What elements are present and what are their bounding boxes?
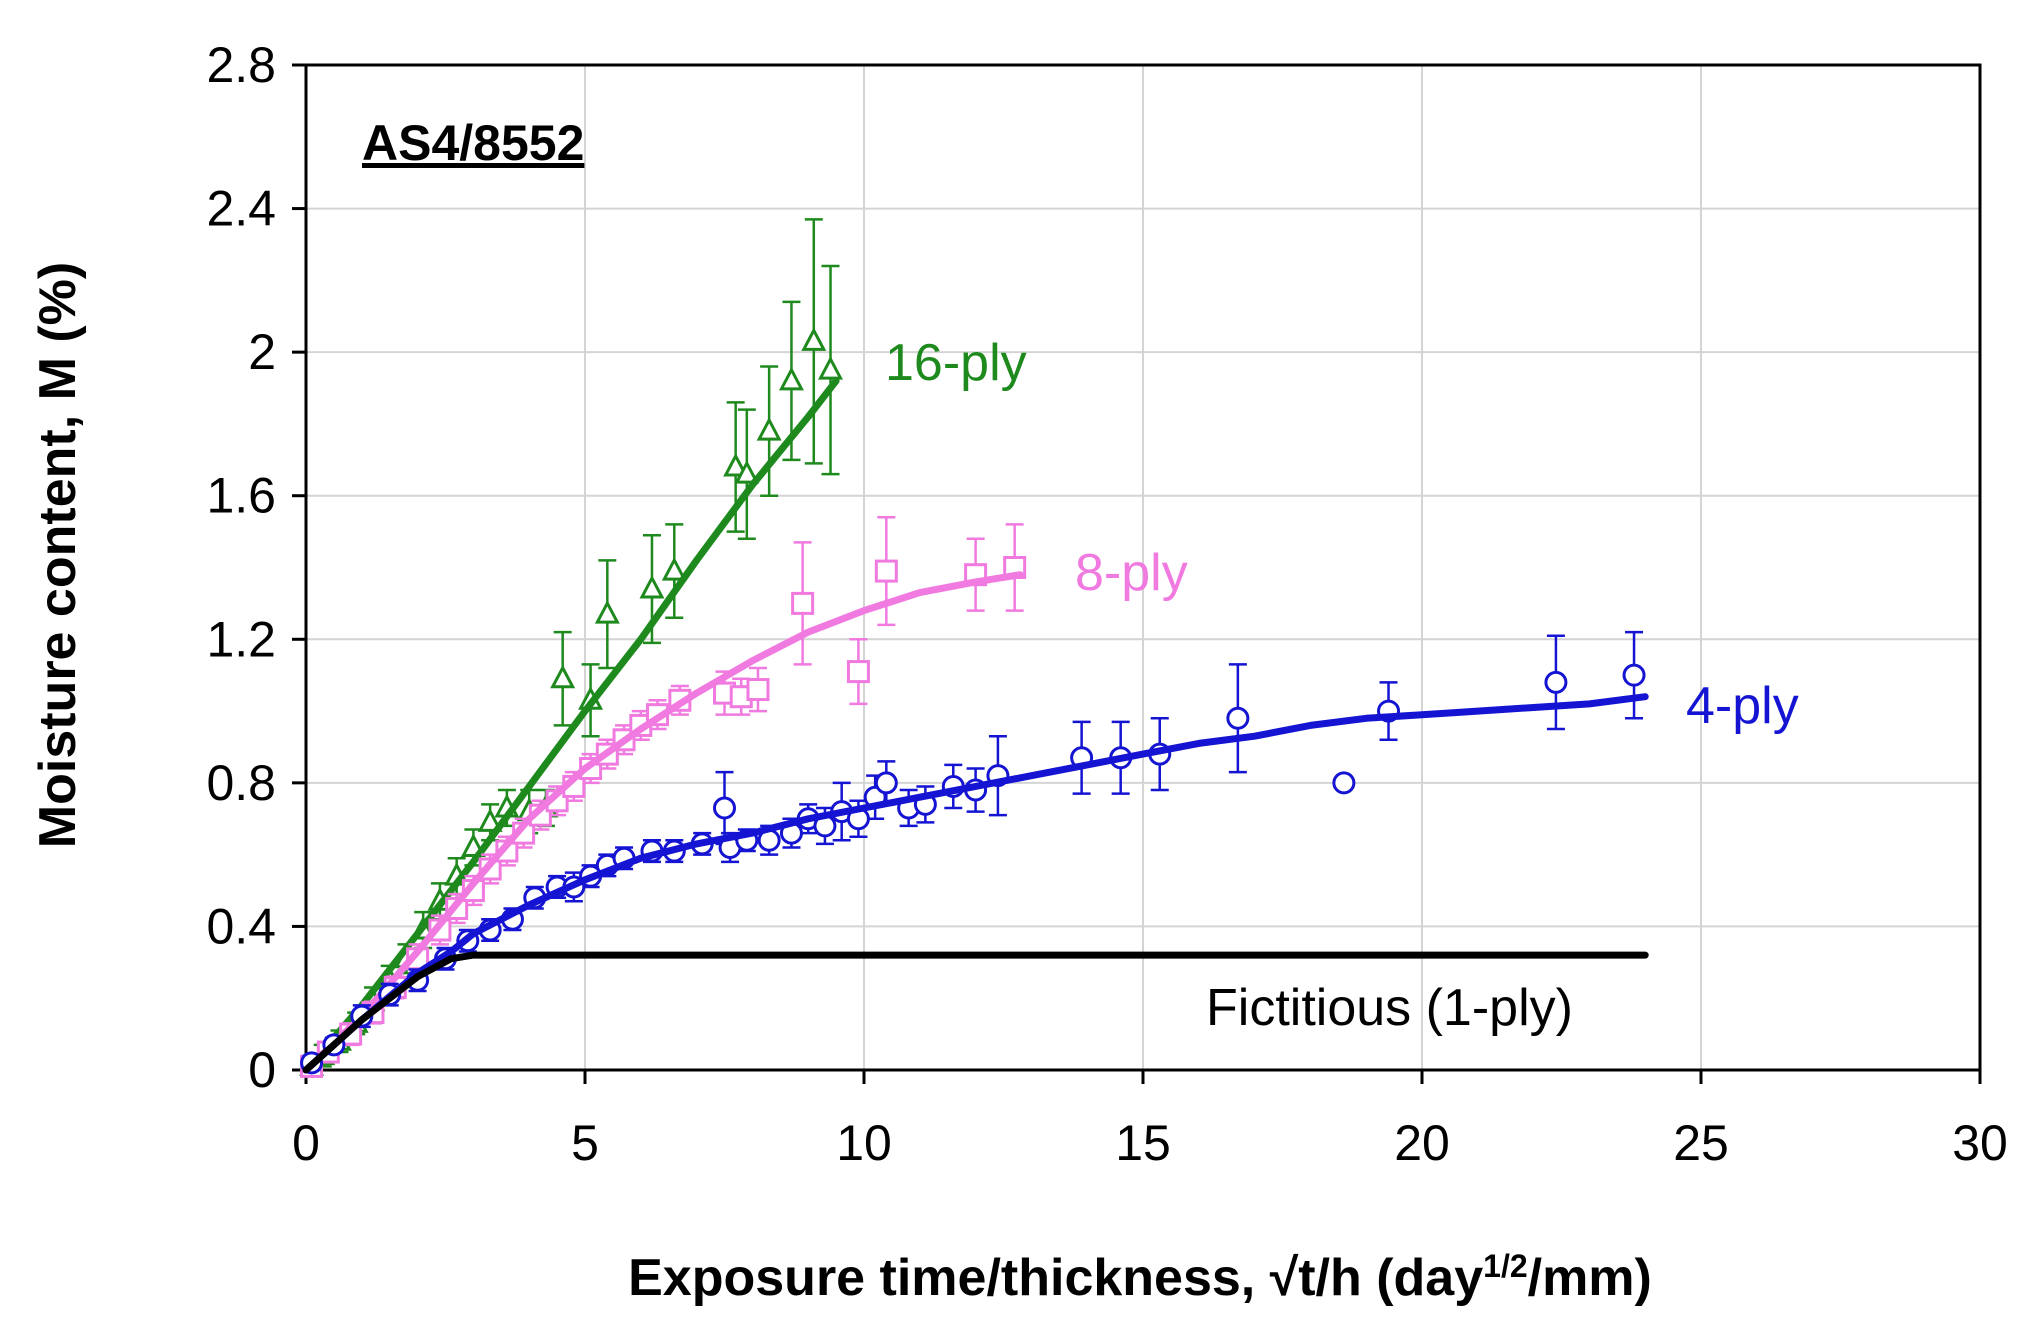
data-point	[801, 327, 827, 351]
data-point	[791, 591, 815, 615]
x-axis-title-unit: /mm)	[1528, 1249, 1652, 1307]
data-point	[1622, 663, 1646, 687]
series-label: 8-ply	[1075, 544, 1188, 602]
x-tick-label: 25	[1673, 1115, 1729, 1171]
fit-curve	[302, 571, 1024, 1074]
data-point	[778, 366, 804, 391]
series-label: 4-ply	[1686, 677, 1799, 735]
data-point	[1332, 771, 1356, 795]
x-axis-title: Exposure time/thickness, √t/h (day1/2/mm…	[628, 1248, 1652, 1307]
data-point	[818, 355, 844, 380]
data-point	[713, 796, 736, 820]
fit-curve	[302, 377, 840, 1074]
x-tick-label: 0	[292, 1115, 320, 1171]
series-16-ply	[299, 218, 844, 1076]
fit-curve	[302, 951, 1649, 1074]
data-point	[594, 599, 620, 624]
series-label: Fictitious (1-ply)	[1206, 979, 1573, 1037]
y-tick-label: 2	[248, 324, 276, 380]
data-point	[723, 452, 749, 477]
x-tick-label: 5	[571, 1115, 599, 1171]
y-tick-label: 0.8	[206, 755, 276, 811]
data-point	[1544, 670, 1568, 694]
x-tick-label: 15	[1115, 1115, 1171, 1171]
data-point	[846, 660, 870, 684]
y-tick-label: 1.6	[206, 468, 276, 524]
data-point	[661, 556, 687, 581]
data-point	[874, 559, 898, 583]
series-label: 16-ply	[885, 334, 1027, 392]
fit-curve	[302, 693, 1649, 1074]
data-point	[874, 771, 898, 795]
y-tick-label: 2.4	[206, 181, 276, 237]
y-tick-label: 0.4	[206, 898, 276, 954]
y-tick-label: 2.8	[206, 37, 276, 93]
data-point	[477, 808, 503, 832]
data-point	[734, 459, 760, 484]
y-tick-label: 1.2	[206, 611, 276, 667]
x-tick-label: 30	[1952, 1115, 2008, 1171]
data-point	[639, 574, 665, 599]
series-layer	[299, 218, 1649, 1078]
series-labels: 16-ply 8-ply 4-ply Fictitious (1-ply)	[885, 334, 1799, 1037]
data-point	[756, 416, 782, 441]
axis-ticks: 0 5 10 15 20 25 30 0 0.4 0.8 1.2 1.6 2 2.4 2.8	[206, 37, 2007, 1171]
x-axis-title-exponent: 1/2	[1483, 1248, 1527, 1284]
x-tick-label: 20	[1394, 1115, 1450, 1171]
y-axis-title: Moisture content, M (%)	[29, 262, 87, 848]
y-tick-label: 0	[248, 1042, 276, 1098]
panel-label: AS4/8552	[362, 115, 584, 171]
data-point	[1226, 706, 1250, 730]
series-fictitious-1-ply	[302, 951, 1649, 1074]
data-point	[550, 664, 576, 689]
x-tick-label: 10	[836, 1115, 892, 1171]
series-4-ply	[300, 630, 1649, 1075]
x-axis-title-main: Exposure time/thickness, √t/h (day	[628, 1249, 1483, 1307]
data-point	[746, 678, 770, 702]
